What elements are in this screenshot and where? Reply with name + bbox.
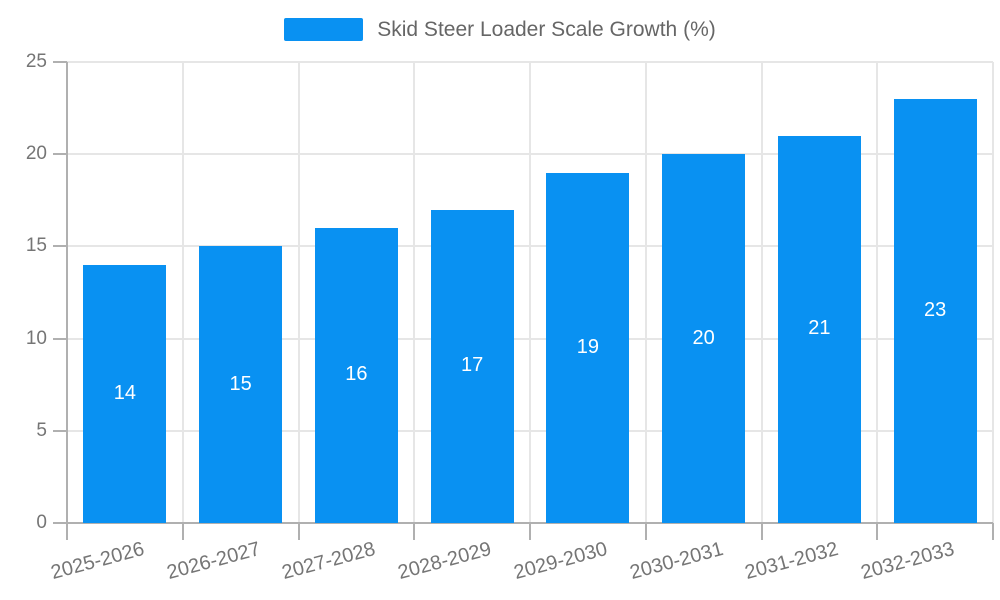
bar[interactable] — [83, 264, 167, 523]
y-tick-label: 20 — [25, 143, 47, 165]
bar[interactable] — [777, 135, 861, 523]
y-tick-mark — [53, 61, 67, 63]
x-tick-label: 2030-2031 — [627, 538, 726, 585]
bar-value-label: 14 — [113, 381, 136, 404]
x-gridline — [529, 62, 531, 523]
y-tick-mark — [53, 522, 67, 524]
x-tick-mark — [876, 523, 879, 540]
x-gridline — [297, 62, 300, 523]
bar[interactable] — [199, 246, 283, 523]
x-tick-mark — [529, 523, 531, 540]
x-tick-label: 2028-2029 — [395, 538, 494, 585]
bar[interactable] — [546, 172, 630, 523]
x-tick-label: 2029-2030 — [511, 538, 610, 585]
bar[interactable] — [662, 154, 746, 523]
x-tick-mark — [181, 523, 184, 540]
y-tick-label: 0 — [36, 512, 47, 533]
bar-value-label: 20 — [692, 326, 715, 349]
bar-value-label: 21 — [808, 317, 831, 340]
x-tick-mark — [66, 523, 68, 540]
x-tick-label: 2031-2032 — [742, 538, 842, 585]
y-tick-label: 10 — [25, 327, 47, 349]
x-tick-mark — [297, 523, 300, 540]
x-tick-label: 2026-2027 — [164, 538, 263, 585]
y-axis-line — [66, 62, 68, 523]
legend-label: Skid Steer Loader Scale Growth (%) — [377, 18, 716, 41]
x-tick-mark — [760, 523, 763, 540]
x-gridline — [181, 62, 184, 523]
bar-value-label: 23 — [924, 298, 947, 321]
x-gridline — [644, 62, 647, 523]
x-gridline — [413, 62, 416, 523]
x-tick-label: 2032-2033 — [858, 538, 957, 585]
x-tick-mark — [644, 523, 647, 540]
y-tick-label: 15 — [25, 235, 47, 257]
legend[interactable]: Skid Steer Loader Scale Growth (%) — [0, 18, 1000, 41]
bar-value-label: 19 — [576, 335, 599, 358]
x-tick-mark — [413, 523, 416, 540]
y-tick-mark — [53, 337, 67, 340]
x-gridline — [760, 62, 763, 523]
x-tick-mark — [992, 523, 994, 540]
bar-value-label: 17 — [461, 354, 484, 377]
x-tick-label: 2027-2028 — [279, 538, 379, 585]
bar-value-label: 15 — [229, 372, 252, 395]
y-tick-label: 5 — [36, 419, 47, 441]
y-tick-mark — [53, 245, 67, 248]
x-gridline — [876, 62, 879, 523]
y-tick-mark — [53, 429, 67, 432]
bar-value-label: 16 — [345, 363, 368, 386]
bar[interactable] — [314, 227, 398, 523]
x-tick-label: 2025-2026 — [48, 538, 147, 585]
bar[interactable] — [430, 209, 514, 523]
bar[interactable] — [893, 98, 977, 523]
x-gridline — [992, 62, 994, 523]
y-tick-label: 25 — [25, 51, 47, 72]
y-tick-mark — [53, 153, 67, 156]
legend-swatch — [284, 18, 364, 41]
